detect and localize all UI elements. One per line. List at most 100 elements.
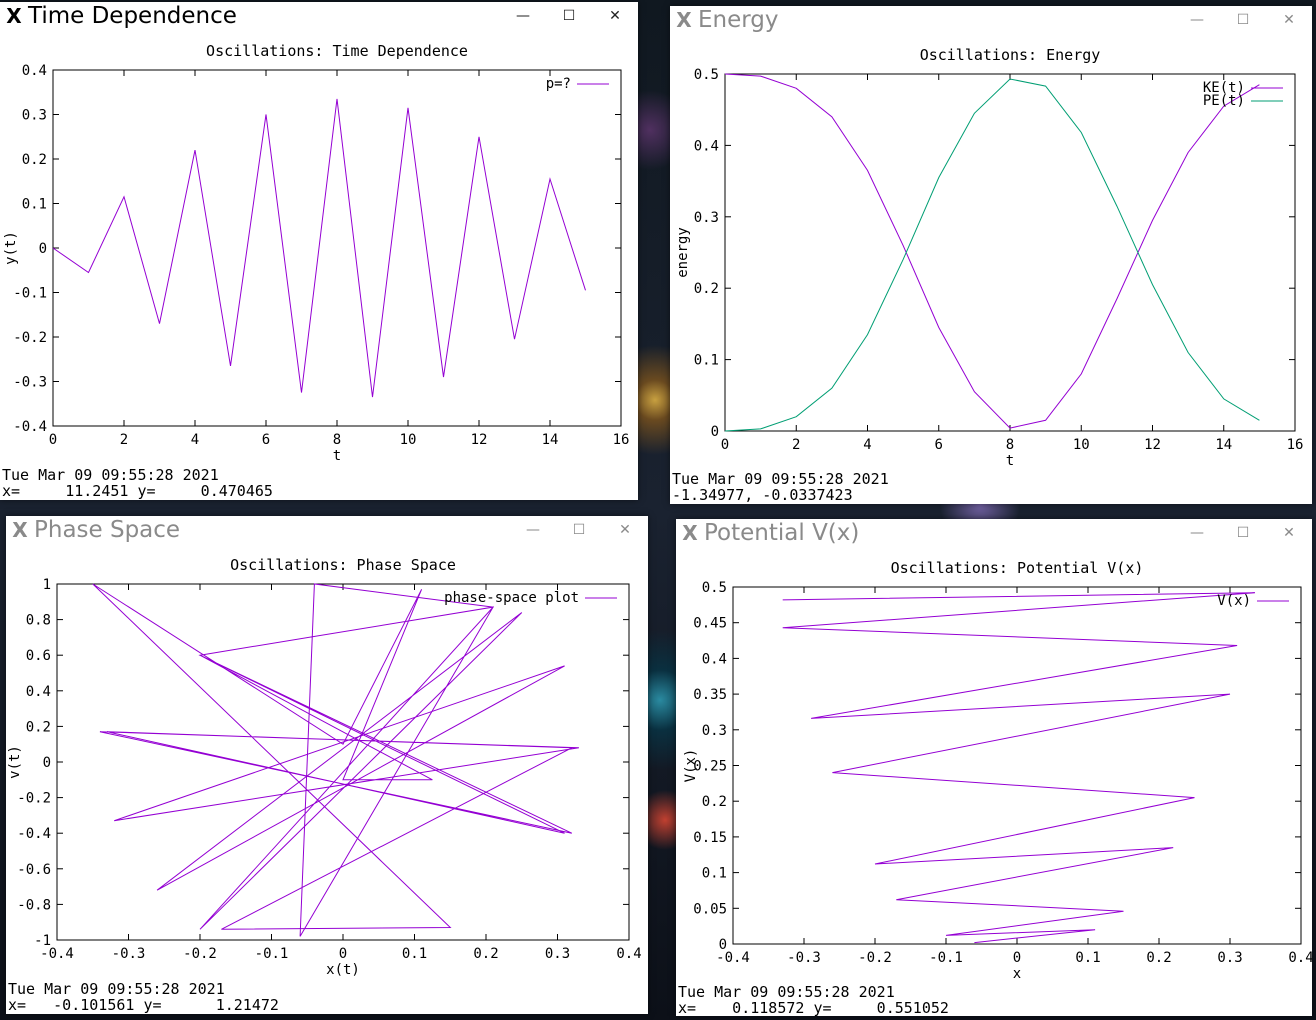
- x-tick-label: 0.1: [402, 946, 427, 962]
- potential-window[interactable]: X Potential V(x) — ☐ ✕ Oscillations: Pot…: [676, 519, 1312, 1016]
- x-tick-label: 8: [333, 432, 341, 448]
- y-tick-label: 0.5: [694, 67, 719, 83]
- legend-entry: PE(t): [1203, 93, 1245, 109]
- x-tick-label: -0.4: [40, 946, 74, 962]
- maximize-button[interactable]: ☐: [572, 522, 586, 538]
- x-tick-label: 0: [49, 432, 57, 448]
- x-tick-label: 0.4: [1288, 950, 1312, 966]
- y-tick-label: -0.4: [13, 419, 47, 435]
- potential-plot[interactable]: Oscillations: Potential V(x) -0.4 -0.3 -0.2…: [676, 547, 1312, 987]
- y-axis-label: v(t): [7, 745, 23, 779]
- y-tick-label: 0.4: [702, 651, 727, 667]
- legend-entry: V(x): [1217, 593, 1251, 609]
- y-axis-label: y(t): [3, 231, 19, 265]
- x11-logo-icon: X: [6, 4, 22, 28]
- x-tick-label: 12: [1144, 437, 1161, 453]
- y-tick-label: 0.5: [702, 580, 727, 596]
- x-axis-label: x: [1013, 966, 1021, 982]
- energy-plot[interactable]: Oscillations: Energy 0 2 4 6 8 10 12 14 16 0.5 0.4 0…: [670, 34, 1312, 474]
- y-tick-label: 0.05: [693, 901, 727, 917]
- y-tick-label: -0.2: [13, 330, 47, 346]
- x-tick-label: 0.4: [616, 946, 641, 962]
- x-tick-label: 6: [262, 432, 270, 448]
- window-title: Potential V(x): [704, 520, 860, 546]
- x11-logo-icon: X: [12, 518, 28, 542]
- x-axis-label: x(t): [326, 962, 360, 978]
- title-bar[interactable]: X Time Dependence — ☐ ✕: [0, 2, 638, 30]
- status-date: Tue Mar 09 09:55:28 2021: [678, 983, 895, 1001]
- x-tick-label: 10: [400, 432, 417, 448]
- chart-title: Oscillations: Time Dependence: [206, 42, 468, 60]
- x-tick-label: 0.3: [545, 946, 570, 962]
- y-tick-label: 0.8: [26, 613, 51, 629]
- y-tick-label: 0.4: [694, 138, 719, 154]
- x-tick-label: -0.1: [929, 950, 963, 966]
- close-button[interactable]: ✕: [619, 522, 631, 538]
- y-tick-label: -0.6: [17, 862, 51, 878]
- status-coordinates: x= 0.118572 y= 0.551052: [678, 999, 949, 1017]
- phase-space-plot[interactable]: Oscillations: Phase Space -0.4 -0.3 -0.2 -0.…: [6, 544, 648, 984]
- time-dependence-plot[interactable]: Oscillations: Time Dependence 0 2 4 6 8 10 12 14…: [0, 30, 638, 470]
- close-button[interactable]: ✕: [1283, 525, 1295, 541]
- x-tick-label: 16: [1287, 437, 1304, 453]
- y-tick-label: 0.3: [702, 723, 727, 739]
- x-tick-label: 12: [471, 432, 488, 448]
- chart-title: Oscillations: Potential V(x): [891, 559, 1144, 577]
- y-tick-label: -0.8: [17, 897, 51, 913]
- plot-frame: [724, 73, 1296, 432]
- y-tick-label: 0.1: [22, 197, 47, 213]
- y-tick-label: 1: [43, 577, 51, 593]
- y-tick-label: -0.4: [17, 826, 51, 842]
- maximize-button[interactable]: ☐: [562, 8, 576, 24]
- status-date: Tue Mar 09 09:55:28 2021: [2, 466, 219, 484]
- chart-title: Oscillations: Phase Space: [230, 556, 456, 574]
- status-date: Tue Mar 09 09:55:28 2021: [8, 980, 225, 998]
- x-tick-label: 10: [1073, 437, 1090, 453]
- chart-title: Oscillations: Energy: [920, 46, 1101, 64]
- y-tick-label: 0.35: [693, 687, 727, 703]
- close-button[interactable]: ✕: [609, 8, 621, 24]
- title-bar[interactable]: X Potential V(x) — ☐ ✕: [676, 519, 1312, 547]
- y-tick-label: 0.3: [22, 108, 47, 124]
- y-tick-label: 0.2: [694, 281, 719, 297]
- y-tick-label: 0.3: [694, 210, 719, 226]
- title-bar[interactable]: X Energy — ☐ ✕: [670, 6, 1312, 34]
- close-button[interactable]: ✕: [1283, 12, 1295, 28]
- series-line-1: [52, 98, 586, 398]
- y-tick-label: 0: [39, 241, 47, 257]
- y-tick-label: 0.2: [22, 152, 47, 168]
- time-dependence-window[interactable]: X Time Dependence — ☐ ✕ Oscillations: Ti…: [0, 2, 638, 500]
- y-tick-label: 0.2: [26, 719, 51, 735]
- x-axis-label: t: [1006, 453, 1014, 469]
- phase-space-window[interactable]: X Phase Space — ☐ ✕ Oscillations: Phase …: [6, 516, 648, 1014]
- window-title: Time Dependence: [28, 3, 237, 29]
- legend-entry: phase-space plot: [444, 590, 579, 606]
- x-tick-label: 14: [1215, 437, 1232, 453]
- energy-window[interactable]: X Energy — ☐ ✕ Oscillations: Energy 0 2 4 6 8…: [670, 6, 1312, 504]
- x-tick-label: 2: [792, 437, 800, 453]
- y-tick-label: 0.45: [693, 616, 727, 632]
- minimize-button[interactable]: —: [516, 8, 530, 24]
- minimize-button[interactable]: —: [526, 522, 540, 538]
- minimize-button[interactable]: —: [1190, 525, 1204, 541]
- x-tick-label: 4: [863, 437, 871, 453]
- status-date: Tue Mar 09 09:55:28 2021: [672, 470, 889, 488]
- maximize-button[interactable]: ☐: [1236, 525, 1250, 541]
- x-tick-label: 2: [120, 432, 128, 448]
- status-coordinates: -1.34977, -0.0337423: [672, 486, 853, 504]
- y-tick-label: -0.1: [13, 286, 47, 302]
- x11-logo-icon: X: [682, 521, 698, 545]
- y-tick-label: 0: [43, 755, 51, 771]
- minimize-button[interactable]: —: [1190, 12, 1204, 28]
- legend-entry: p=?: [546, 76, 571, 92]
- legend-entry: KE(t): [1203, 80, 1245, 96]
- maximize-button[interactable]: ☐: [1236, 12, 1250, 28]
- y-tick-label: -0.3: [13, 375, 47, 391]
- plot-frame: [56, 583, 630, 941]
- series-line-1: [782, 592, 1255, 944]
- x-tick-label: -0.2: [183, 946, 217, 962]
- y-axis-label: energy: [675, 227, 691, 278]
- status-coordinates: x= 11.2451 y= 0.470465: [2, 482, 273, 500]
- y-tick-label: 0.4: [22, 63, 47, 79]
- title-bar[interactable]: X Phase Space — ☐ ✕: [6, 516, 648, 544]
